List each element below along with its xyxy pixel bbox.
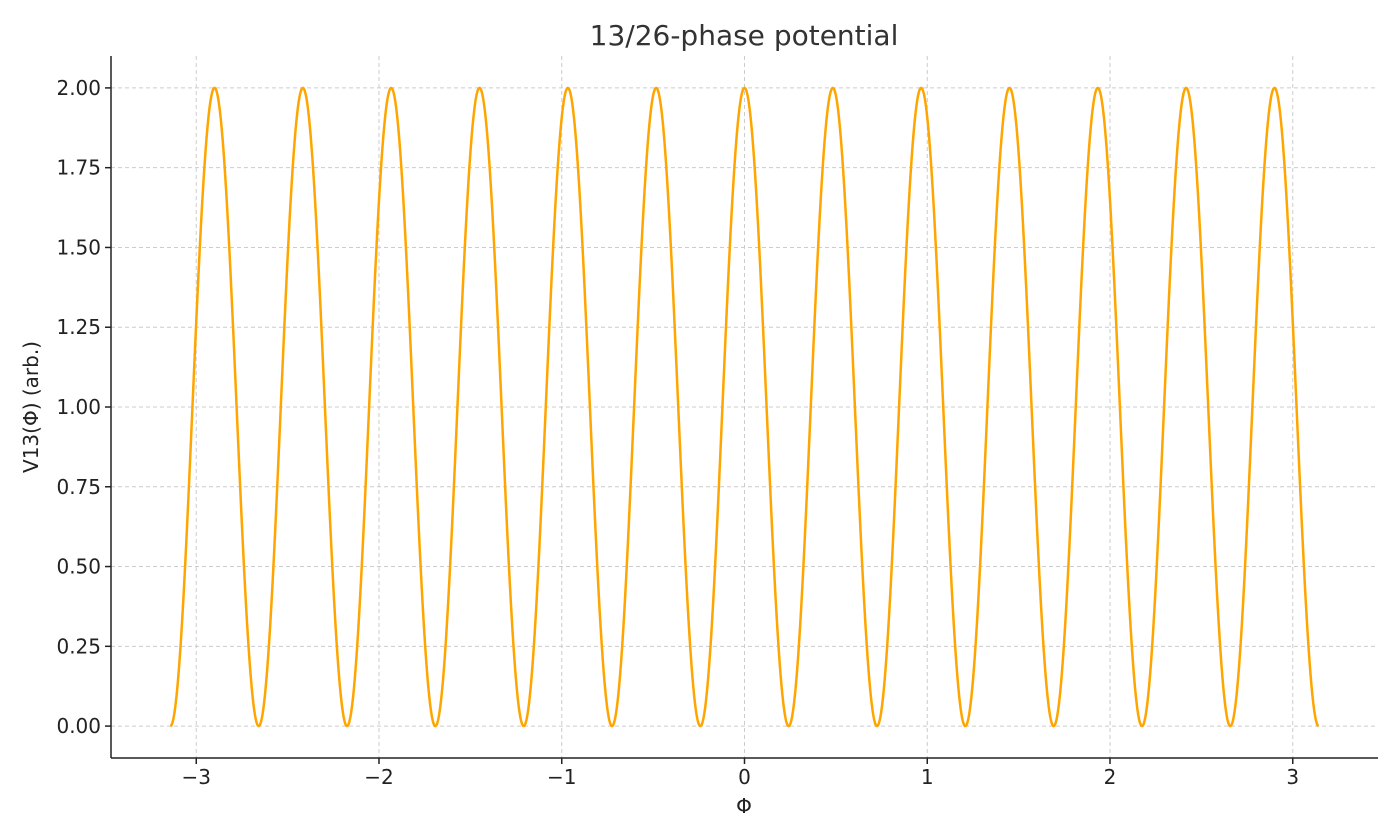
x-tick-label: 0 (738, 765, 751, 789)
x-tick-label: −1 (547, 765, 576, 789)
series-line (169, 86, 1320, 728)
plot-area (169, 86, 1320, 728)
y-tick-label: 0.00 (56, 714, 101, 738)
y-tick-label: 1.50 (56, 235, 101, 259)
y-tick-label: 0.75 (56, 475, 101, 499)
x-tick-label: −3 (181, 765, 210, 789)
y-tick-label: 1.75 (56, 156, 101, 180)
x-tick-label: 3 (1286, 765, 1299, 789)
y-tick-label: 2.00 (56, 76, 101, 100)
y-axis-label: V13(Φ) (arb.) (19, 341, 43, 473)
y-tick-label: 0.25 (56, 634, 101, 658)
y-tick-label: 1.25 (56, 315, 101, 339)
grid (111, 56, 1378, 758)
y-tick-label: 0.50 (56, 555, 101, 579)
axes: −3 −2 −1 0 1 2 3 0.00 0.25 0.50 0.75 1.00 1.25 1.50 1.… (56, 56, 1378, 789)
y-tick-label: 1.00 (56, 395, 101, 419)
x-tick-label: −2 (364, 765, 393, 789)
x-tick-label: 1 (921, 765, 934, 789)
x-axis-label: Φ (736, 794, 752, 818)
chart-title: 13/26-phase potential (590, 19, 899, 52)
x-tick-label: 2 (1104, 765, 1117, 789)
